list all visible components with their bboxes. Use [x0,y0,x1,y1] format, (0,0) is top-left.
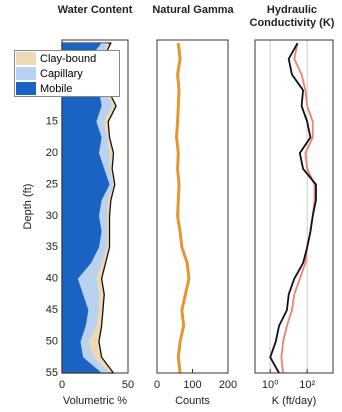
y-tick-label: 30 [46,210,58,222]
x-tick-label: 10⁰ [262,379,279,391]
legend-label: Capillary [40,67,83,80]
line [280,42,316,374]
y-tick-label: 45 [46,304,58,316]
legend-swatch [16,52,36,65]
x-axis-label: Counts [175,395,210,407]
y-tick-label: 50 [46,335,58,347]
legend-swatch [16,82,36,95]
panel-frame [156,39,229,374]
legend-label: Mobile [40,82,73,95]
panel-frame [254,39,334,374]
legend-item: Clay-bound [15,51,119,66]
panel-frame [61,39,129,374]
x-tick-label: 200 [219,379,237,391]
x-tick-label: 50 [122,379,134,391]
x-tick-label: 10² [299,379,315,391]
x-tick-label: 0 [154,379,160,391]
y-tick-label: 25 [46,178,58,190]
panel-title: Natural Gamma [152,4,234,16]
y-tick-label: 40 [46,273,58,285]
legend-item: Mobile [15,81,119,96]
line [269,42,317,374]
x-axis-label: K (ft/day) [272,395,317,407]
x-tick-label: 0 [59,379,65,391]
legend-item: Capillary [15,66,119,81]
y-tick-label: 15 [46,116,58,128]
panel-title: Water Content [57,4,133,16]
x-tick-label: 100 [183,379,201,391]
legend: Clay-bound Capillary Mobile [14,50,120,97]
panel-title: Hydraulic Conductivity (K) [249,4,335,29]
area [62,43,110,373]
x-axis-label: Volumetric % [63,395,127,407]
y-tick-label: 20 [46,147,58,159]
legend-swatch [16,67,36,80]
line [175,42,191,374]
y-tick-label: 35 [46,241,58,253]
y-tick-label: 55 [46,367,58,379]
legend-label: Clay-bound [40,52,97,65]
y-axis-label: Depth (ft) [22,184,34,230]
